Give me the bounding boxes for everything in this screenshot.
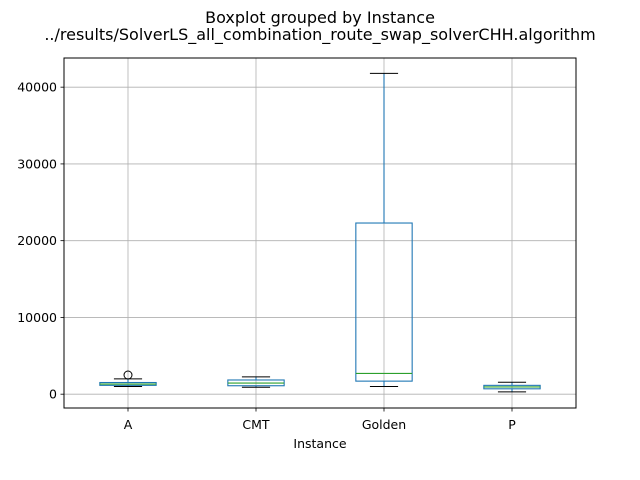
y-tick-label: 0: [49, 387, 57, 402]
y-tick-label: 30000: [17, 156, 57, 171]
outlier-point: [123, 370, 133, 380]
x-tick-label: CMT: [242, 417, 270, 432]
grid-lines: [64, 58, 576, 408]
y-tick-label: 40000: [17, 80, 57, 95]
x-tick-label: Golden: [362, 417, 406, 432]
x-axis-label: Instance: [293, 436, 346, 451]
box-golden: [355, 72, 413, 388]
y-axis: 0 10000 20000 30000 40000: [17, 80, 64, 402]
x-axis: A CMT Golden P: [124, 408, 516, 432]
box-series: [99, 72, 541, 393]
plot-frame: [63, 57, 577, 409]
box-a: [99, 370, 157, 388]
x-tick-label: P: [508, 417, 516, 432]
y-tick-label: 10000: [17, 310, 57, 325]
box-p: [483, 381, 541, 393]
iqr-box: [355, 222, 413, 382]
x-tick-label: A: [124, 417, 133, 432]
chart-subtitle: ../results/SolverLS_all_combination_rout…: [44, 25, 595, 45]
y-tick-label: 20000: [17, 233, 57, 248]
chart-title: Boxplot grouped by Instance: [205, 8, 435, 27]
box-cmt: [227, 376, 285, 388]
